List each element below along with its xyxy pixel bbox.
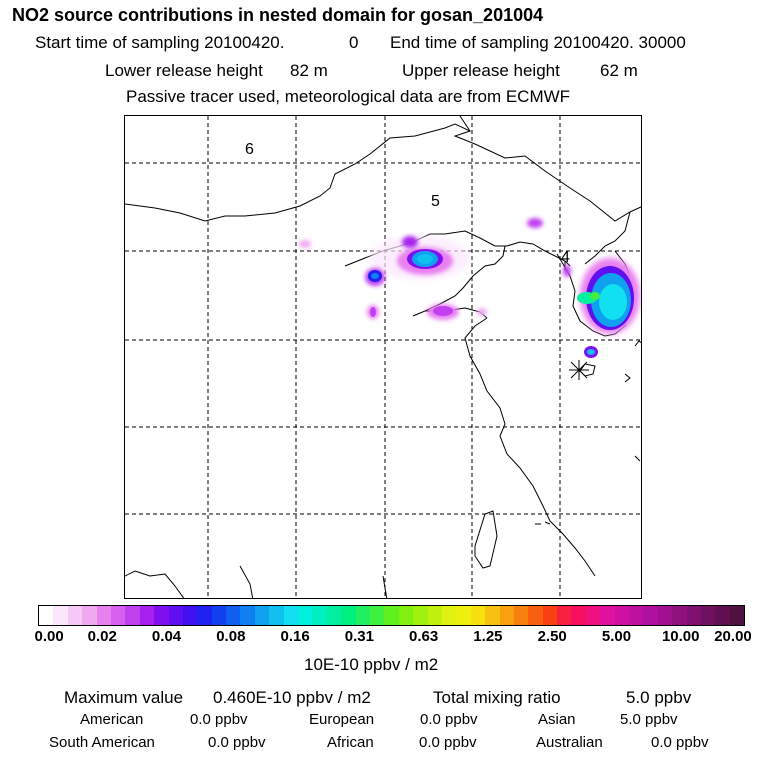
coastlines [125, 116, 641, 598]
colorbar-segment [197, 606, 212, 625]
map-canvas: 6 5 4 [125, 116, 641, 598]
colorbar-segment [82, 606, 97, 625]
start-time-label: Start time of sampling 20100420. [35, 33, 285, 52]
colorbar-segment [499, 606, 514, 625]
region-value: 0.0 ppbv [419, 734, 477, 751]
page-title: NO2 source contributions in nested domai… [12, 5, 544, 25]
region-value: 0.0 ppbv [208, 734, 266, 751]
colorbar-segment [312, 606, 327, 625]
contribution-plumes [299, 218, 640, 358]
colorbar-segment [67, 606, 83, 625]
colorbar-tick-label: 0.04 [151, 628, 182, 645]
map-panel: 6 5 4 [124, 115, 642, 599]
total-mixing-label: Total mixing ratio [433, 688, 561, 707]
region-name: African [327, 734, 374, 751]
colorbar-tick-label: 5.00 [601, 628, 632, 645]
colorbar-segment [700, 606, 716, 625]
colorbar-segment [485, 606, 500, 625]
colorbar-segment [211, 606, 227, 625]
colorbar-tick-label: 0.63 [409, 628, 439, 645]
colorbar-segment [470, 606, 486, 625]
region-name: American [80, 711, 144, 728]
tracer-note: Passive tracer used, meteorological data… [126, 87, 571, 106]
upper-height-value: 62 m [600, 61, 638, 80]
colorbar-tick-label: 20.00 [714, 628, 752, 645]
colorbar-segment [240, 606, 255, 625]
end-time-label: End time of sampling 20100420. 30000 [390, 33, 686, 52]
colorbar-segment [441, 606, 457, 625]
colorbar-segment [657, 606, 673, 625]
max-value: 0.460E-10 ppbv / m2 [213, 688, 371, 707]
grid-lines [125, 116, 641, 598]
colorbar-segment [154, 606, 169, 625]
colorbar-tick-label: 2.50 [537, 628, 567, 645]
colorbar-tick-label: 0.02 [87, 628, 117, 645]
colorbar-segment [39, 606, 54, 625]
colorbar-segment [715, 606, 730, 625]
region-name: European [309, 711, 375, 728]
colorbar-segment [53, 606, 68, 625]
colorbar-segment [355, 606, 370, 625]
region-name: Asian [538, 711, 576, 728]
colorbar-tick-label: 0.08 [216, 628, 246, 645]
colorbar-segment [269, 606, 284, 625]
colorbar-segment [413, 606, 428, 625]
colorbar-segment [125, 606, 140, 625]
colorbar-segment [557, 606, 572, 625]
colorbar-segment [542, 606, 558, 625]
colorbar-segment [456, 606, 471, 625]
region-value: 0.0 ppbv [190, 711, 248, 728]
colorbar-segment [398, 606, 414, 625]
region-value: 5.0 ppbv [620, 711, 678, 728]
colorbar-segment [341, 606, 356, 625]
colorbar-segment [643, 606, 658, 625]
lower-height-value: 82 m [290, 61, 328, 80]
colorbar-tick-label: 0.16 [280, 628, 310, 645]
colorbar-segment [182, 606, 198, 625]
colorbar-segment [226, 606, 241, 625]
colorbar [38, 605, 745, 626]
colorbar-segment [729, 606, 745, 625]
colorbar-segment [686, 606, 701, 625]
colorbar-unit: 10E-10 ppbv / m2 [304, 655, 439, 674]
colorbar-segment [96, 606, 111, 625]
region-value: 0.0 ppbv [651, 734, 709, 751]
colorbar-segment [298, 606, 313, 625]
lower-height-label: Lower release height [105, 61, 263, 80]
colorbar-tick-label: 0.00 [34, 628, 64, 645]
region-name: South American [49, 734, 155, 751]
colorbar-segment [168, 606, 183, 625]
colorbar-segment [571, 606, 586, 625]
region-name: Australian [536, 734, 603, 751]
total-mixing-value: 5.0 ppbv [626, 688, 692, 707]
region-value: 0.0 ppbv [420, 711, 478, 728]
colorbar-segment [326, 606, 342, 625]
colorbar-segment [672, 606, 687, 625]
colorbar-segment [369, 606, 385, 625]
colorbar-segment [614, 606, 630, 625]
colorbar-segment [427, 606, 442, 625]
region-label-5: 5 [431, 193, 440, 210]
max-value-label: Maximum value [64, 688, 184, 707]
colorbar-segment [254, 606, 270, 625]
region-label-6: 6 [245, 141, 254, 158]
colorbar-segment [384, 606, 399, 625]
colorbar-segment [585, 606, 601, 625]
colorbar-tick-label: 0.31 [344, 628, 374, 645]
colorbar-segment [139, 606, 155, 625]
upper-height-label: Upper release height [402, 61, 560, 80]
region-label-4: 4 [561, 249, 570, 266]
colorbar-tick-label: 1.25 [473, 628, 503, 645]
colorbar-segment [110, 606, 126, 625]
colorbar-tick-label: 10.00 [661, 628, 700, 645]
start-time-value: 0 [349, 33, 359, 52]
receptor-star-icon [569, 360, 589, 380]
colorbar-segment [513, 606, 529, 625]
colorbar-segment [600, 606, 615, 625]
colorbar-segment [528, 606, 543, 625]
colorbar-segment [283, 606, 299, 625]
colorbar-segment [629, 606, 644, 625]
